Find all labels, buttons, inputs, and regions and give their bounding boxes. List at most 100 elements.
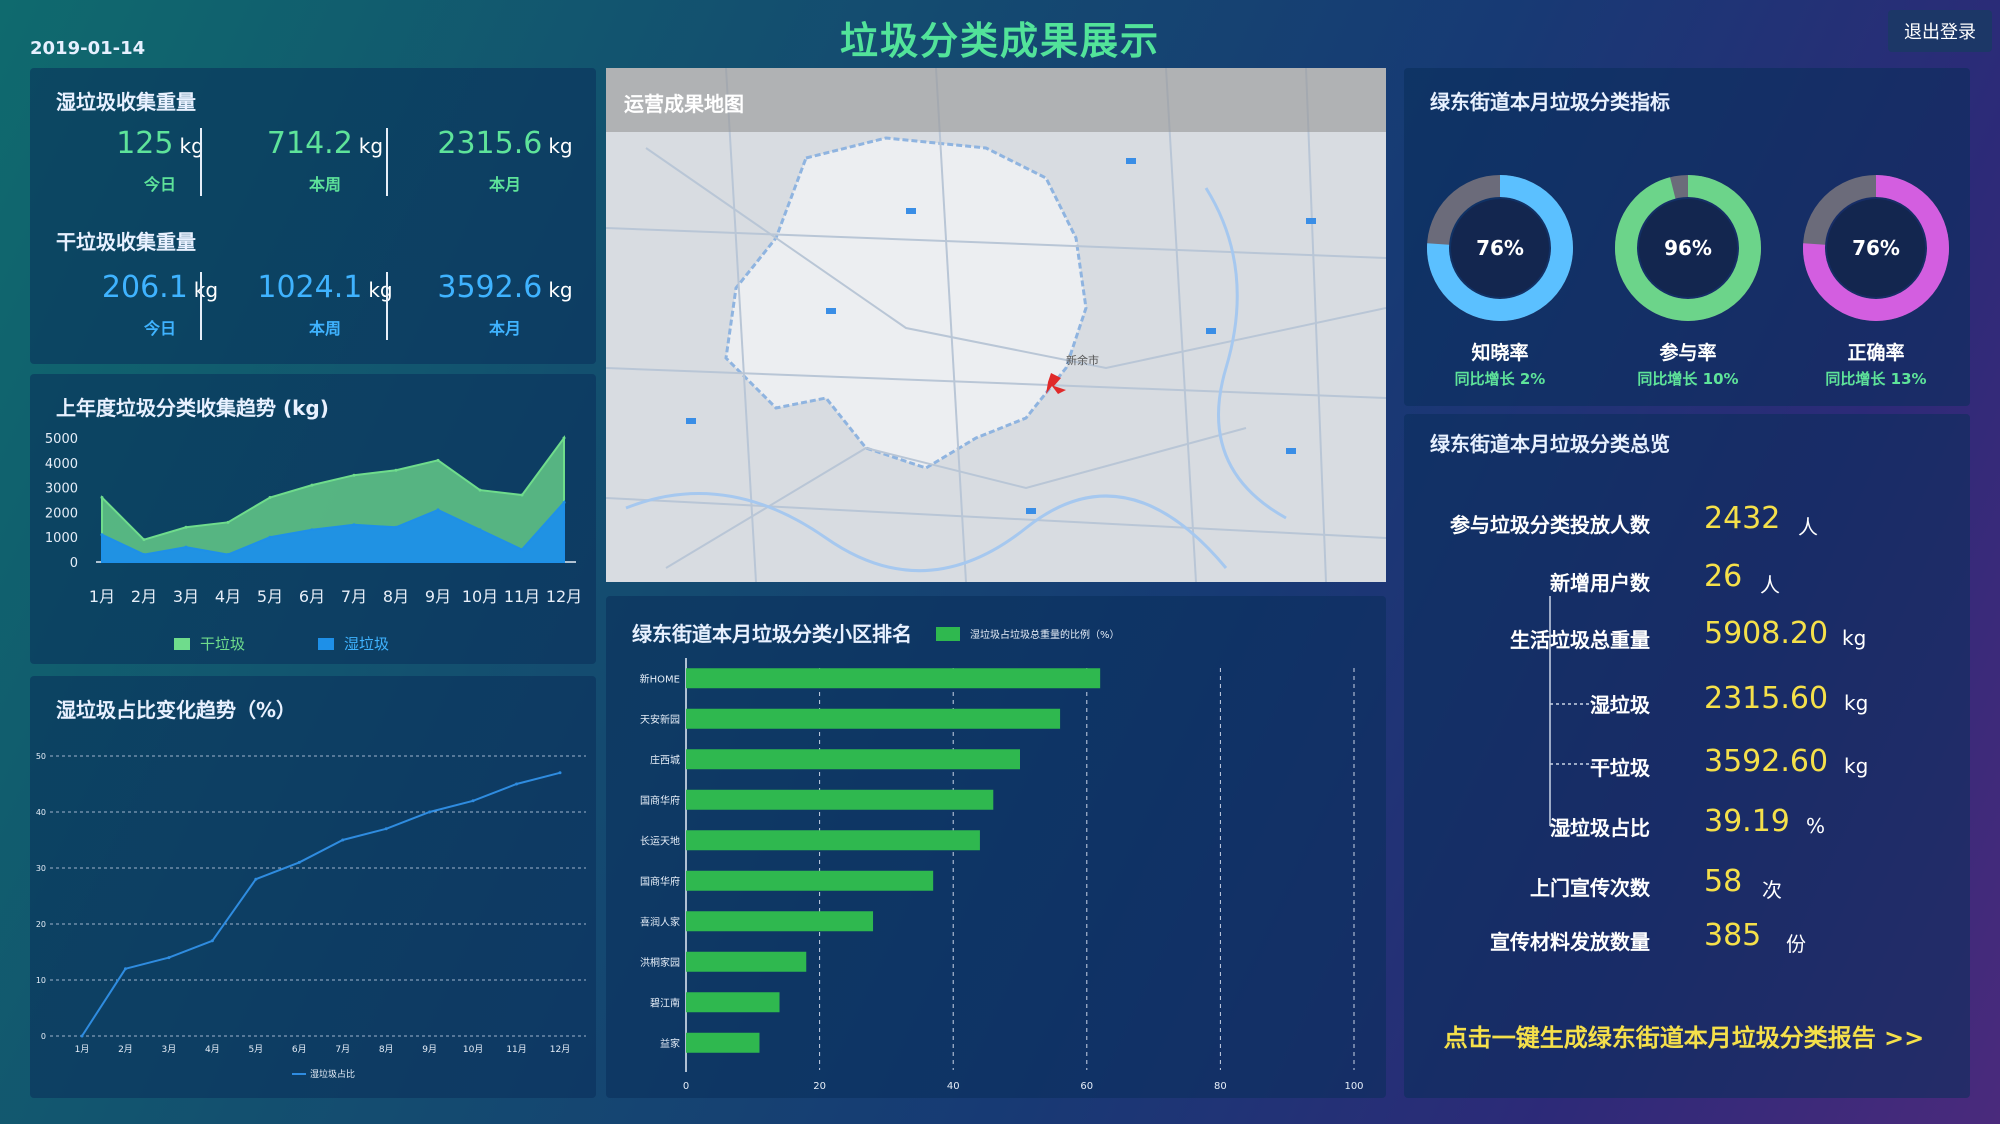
trend-x-tick: 4月 — [215, 587, 241, 606]
trend-x-tick: 3月 — [173, 587, 199, 606]
map-marker-icon[interactable] — [1046, 373, 1066, 394]
ranking-legend: 湿垃圾占垃圾总重量的比例（%） — [936, 626, 1120, 641]
unit: kg — [548, 278, 573, 302]
dry-week-label: 本周 — [308, 319, 341, 338]
ranking-title: 绿东街道本月垃圾分类小区排名 — [632, 622, 912, 646]
summary-row-label: 上门宣传次数 — [1530, 876, 1650, 900]
ranking-panel: 绿东街道本月垃圾分类小区排名 湿垃圾占垃圾总重量的比例（%） 0 20 40 60 80… — [606, 596, 1386, 1098]
map-header — [606, 68, 1386, 132]
map-city-label: 新余市 — [1066, 353, 1099, 367]
indicator-donut: 96% — [1615, 175, 1761, 321]
donut-value-label: 76% — [1476, 236, 1524, 260]
rank-x-tick: 20 — [813, 1081, 826, 1092]
summary-row-unit: % — [1806, 814, 1826, 838]
rank-x-tick: 100 — [1344, 1081, 1363, 1092]
rank-x-tick: 40 — [947, 1081, 960, 1092]
ranking-legend-swatch — [936, 626, 960, 641]
summary-row-label: 生活垃圾总重量 — [1510, 628, 1650, 652]
summary-row-unit: kg — [1844, 691, 1869, 715]
legend-dry-swatch — [174, 638, 190, 650]
rank-bar — [686, 870, 934, 891]
summary-row-value: 385 — [1704, 918, 1762, 953]
ratio-y-tick: 40 — [36, 808, 46, 817]
ratio-x-tick: 1月 — [75, 1044, 90, 1055]
generate-report-link[interactable]: 点击一键生成绿东街道本月垃圾分类报告 >> — [1443, 1024, 1925, 1052]
trend-x-tick: 6月 — [299, 587, 325, 606]
dry-month-value: 3592.6 — [437, 270, 543, 305]
rank-category-label: 碧江南 — [650, 996, 680, 1009]
trend-point — [478, 488, 482, 492]
indicator-donut: 76% — [1427, 175, 1573, 321]
summary-row-label: 干垃圾 — [1590, 756, 1650, 780]
trend-point — [436, 458, 440, 462]
ratio-point — [341, 838, 345, 842]
ratio-x-tick: 2月 — [118, 1044, 133, 1055]
ratio-point — [471, 799, 475, 803]
trend-point — [184, 525, 188, 529]
legend-wet-label: 湿垃圾 — [344, 635, 389, 653]
trend-panel: 上年度垃圾分类收集趋势 (kg) 0 1000 2000 3000 4000 5000 1月… — [30, 374, 596, 664]
trend-point — [352, 473, 356, 477]
indicator-donuts: 76% 96% 76% — [1427, 175, 1949, 321]
dry-today-value: 206.1 — [101, 270, 188, 305]
weight-panel: 湿垃圾收集重量 125 kg 今日 714.2 kg 本周 2315.6 kg 本月 … — [30, 68, 596, 364]
trend-y-tick: 3000 — [45, 482, 78, 497]
operation-map[interactable]: 新余市 运营成果地图 — [606, 68, 1386, 582]
summary-title: 绿东街道本月垃圾分类总览 — [1430, 432, 1670, 456]
rank-bar — [686, 789, 994, 810]
trend-point — [478, 528, 482, 532]
indicator-sub-accuracy: 同比增长 13% — [1825, 370, 1927, 388]
summary-row-unit: 人 — [1798, 515, 1818, 539]
rank-bar — [686, 749, 1020, 770]
unit: kg — [179, 134, 204, 158]
rank-bar — [686, 830, 980, 851]
divider — [386, 128, 388, 196]
summary-row-unit: 份 — [1786, 932, 1806, 956]
summary-row-label: 宣传材料发放数量 — [1490, 930, 1650, 954]
dry-week-stat: 1024.1 kg 本周 — [235, 270, 415, 339]
trend-point — [142, 538, 146, 542]
summary-row-value: 58 — [1704, 864, 1743, 899]
trend-point — [562, 436, 566, 440]
summary-row-value: 2315.60 — [1704, 681, 1829, 716]
rank-x-tick: 80 — [1214, 1081, 1227, 1092]
trend-point — [394, 468, 398, 472]
ratio-chart: 0 10 20 30 40 50 1月 2月 3月 4月 5月 6月 7月 8月 9月 10月 11月 12月湿垃… — [36, 752, 586, 1080]
rank-bar — [686, 668, 1101, 689]
rank-bar — [686, 992, 780, 1013]
ratio-x-tick: 10月 — [463, 1044, 483, 1055]
ratio-point — [167, 956, 171, 960]
ratio-y-tick: 30 — [36, 864, 46, 873]
logout-button[interactable]: 退出登录 — [1888, 10, 1992, 52]
summary-row-label: 湿垃圾占比 — [1550, 816, 1650, 840]
trend-point — [268, 496, 272, 500]
rank-bar — [686, 708, 1061, 729]
trend-point — [100, 533, 104, 537]
trend-x-tick: 2月 — [131, 587, 157, 606]
ratio-y-tick: 20 — [36, 920, 46, 929]
trend-point — [352, 523, 356, 527]
divider — [386, 272, 388, 340]
trend-point — [100, 496, 104, 500]
wet-month-stat: 2315.6 kg 本月 — [415, 126, 595, 195]
trend-point — [520, 493, 524, 497]
summary-row-value: 2432 — [1704, 501, 1781, 536]
summary-row-label: 参与垃圾分类投放人数 — [1450, 513, 1650, 537]
trend-y-tick: 0 — [70, 556, 78, 571]
divider — [200, 128, 202, 196]
wet-month-label: 本月 — [488, 175, 521, 194]
indicator-label-awareness: 知晓率 — [1471, 342, 1529, 364]
donut-value-arc — [1615, 175, 1761, 321]
donut-value-arc — [1427, 175, 1573, 321]
trend-point — [142, 553, 146, 557]
rank-category-label: 长运天地 — [640, 834, 680, 847]
current-date: 2019-01-14 — [30, 38, 146, 59]
indicator-donut: 76% — [1803, 175, 1949, 321]
trend-title: 上年度垃圾分类收集趋势 (kg) — [56, 396, 329, 420]
summary-row-unit: kg — [1842, 626, 1867, 650]
summary-row-unit: kg — [1844, 754, 1869, 778]
indicator-label-participation: 参与率 — [1659, 342, 1717, 364]
wet-today-value: 125 — [116, 126, 174, 161]
rank-category-label: 天安新园 — [640, 713, 680, 726]
trend-x-tick: 9月 — [425, 587, 451, 606]
